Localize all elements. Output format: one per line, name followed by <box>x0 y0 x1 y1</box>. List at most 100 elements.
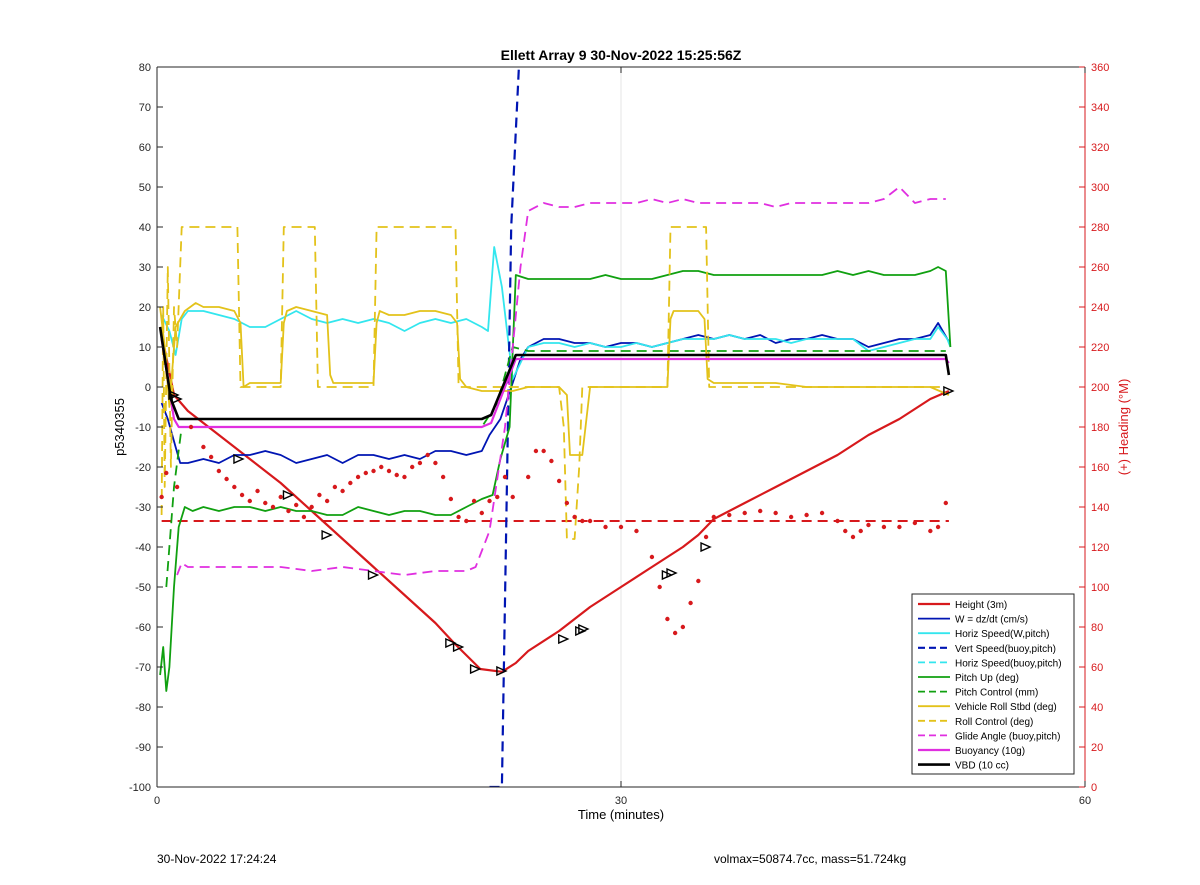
heading-point <box>440 474 446 480</box>
heading-point <box>881 524 887 530</box>
y-tick-label: -80 <box>135 702 151 714</box>
heading-point <box>688 600 693 606</box>
heading-point <box>866 522 871 528</box>
y2-tick-label: 40 <box>1091 702 1103 714</box>
dive-marker <box>496 665 508 677</box>
heading-point <box>174 484 180 490</box>
y2-tick-label: 200 <box>1091 382 1109 394</box>
footer-volmax-mass: volmax=50874.7cc, mass=51.724kg <box>714 852 907 866</box>
series-line-3 <box>160 246 952 380</box>
y2-tick-label: 300 <box>1091 182 1109 194</box>
heading-point <box>897 524 902 530</box>
heading-point <box>394 472 399 478</box>
heading-point <box>657 584 662 590</box>
heading-point <box>332 484 338 490</box>
heading-point <box>533 448 539 454</box>
y2-tick-label: 180 <box>1091 422 1109 434</box>
legend-label: Vert Speed(buoy,pitch) <box>955 644 1056 655</box>
heading-point <box>556 478 562 484</box>
y2-tick-label: 160 <box>1091 462 1109 474</box>
legend-label: Vehicle Roll Stbd (deg) <box>955 702 1057 713</box>
plot-area <box>158 67 955 787</box>
heading-point <box>549 458 554 464</box>
y-tick-label: 10 <box>139 342 151 354</box>
heading-point <box>672 630 678 636</box>
y-tick-label: -90 <box>135 742 151 754</box>
heading-point <box>804 512 809 518</box>
series-line-4 <box>489 67 520 787</box>
heading-point <box>603 524 608 530</box>
y-tick-label: 0 <box>145 382 151 394</box>
y-tick-label: -20 <box>135 462 151 474</box>
y-tick-label: -100 <box>129 782 151 794</box>
heading-point <box>379 464 384 470</box>
heading-point <box>526 474 531 480</box>
heading-point <box>703 534 709 540</box>
heading-point <box>294 502 299 508</box>
dive-marker <box>445 637 457 649</box>
heading-point <box>912 520 918 526</box>
x-tick-label: 30 <box>615 795 627 807</box>
legend-label: Height (3m) <box>955 600 1007 611</box>
legend-label: Glide Angle (buoy,pitch) <box>955 731 1060 742</box>
legend-label: W = dz/dt (cm/s) <box>955 615 1028 626</box>
heading-point <box>363 470 368 476</box>
dive-marker <box>168 389 180 401</box>
y-tick-label: 60 <box>139 142 151 154</box>
y-tick-label: -10 <box>135 422 151 434</box>
dive-marker <box>700 541 712 553</box>
heading-point <box>935 524 941 530</box>
heading-point <box>301 514 307 520</box>
y2-tick-label: 220 <box>1091 342 1109 354</box>
heading-point <box>208 454 214 460</box>
y2-tick-label: 360 <box>1091 62 1109 74</box>
heading-point <box>371 468 376 474</box>
y-tick-label: 40 <box>139 222 151 234</box>
heading-point <box>649 554 655 560</box>
heading-point <box>410 464 415 470</box>
heading-point <box>665 616 670 622</box>
y2-axis-label: (+) Heading (°M) <box>1116 379 1131 476</box>
y-tick-label: -40 <box>135 542 151 554</box>
y2-tick-label: 240 <box>1091 302 1109 314</box>
heading-point <box>495 494 500 500</box>
dive-marker <box>943 385 955 397</box>
heading-point <box>835 518 840 524</box>
heading-point <box>587 518 593 524</box>
dive-marker <box>558 633 570 645</box>
heading-point <box>201 444 206 450</box>
y2-tick-label: 120 <box>1091 542 1109 554</box>
series-line-12 <box>158 326 951 421</box>
heading-point <box>564 500 570 506</box>
heading-point <box>433 460 438 466</box>
y-tick-label: 70 <box>139 102 151 114</box>
axes: -100-90-80-70-60-50-40-30-20-10010203040… <box>129 62 1109 807</box>
legend: Height (3m) W = dz/dt (cm/s) Horiz Speed(W… <box>911 593 1075 775</box>
heading-point <box>711 514 716 520</box>
x-tick-label: 0 <box>154 795 160 807</box>
legend-label: Pitch Up (deg) <box>955 673 1019 684</box>
heading-point <box>239 492 245 498</box>
heading-point <box>928 528 933 534</box>
heading-point <box>471 498 477 504</box>
y-tick-label: -50 <box>135 582 151 594</box>
heading-point <box>758 508 763 514</box>
dive-marker <box>452 641 465 653</box>
heading-point <box>286 508 291 514</box>
heading-point <box>502 474 508 480</box>
heading-point <box>278 494 283 500</box>
legend-label: Pitch Control (mm) <box>955 688 1038 699</box>
y2-tick-label: 60 <box>1091 662 1103 674</box>
dive-marker <box>282 489 295 501</box>
heading-point <box>164 470 169 476</box>
heading-point <box>479 510 484 516</box>
heading-point <box>255 488 260 494</box>
heading-point <box>634 528 639 534</box>
heading-point <box>216 468 222 474</box>
heading-point <box>843 528 848 534</box>
y2-tick-label: 340 <box>1091 102 1109 114</box>
heading-point <box>572 514 577 520</box>
dive-marker <box>233 453 245 465</box>
heading-point <box>742 510 747 516</box>
